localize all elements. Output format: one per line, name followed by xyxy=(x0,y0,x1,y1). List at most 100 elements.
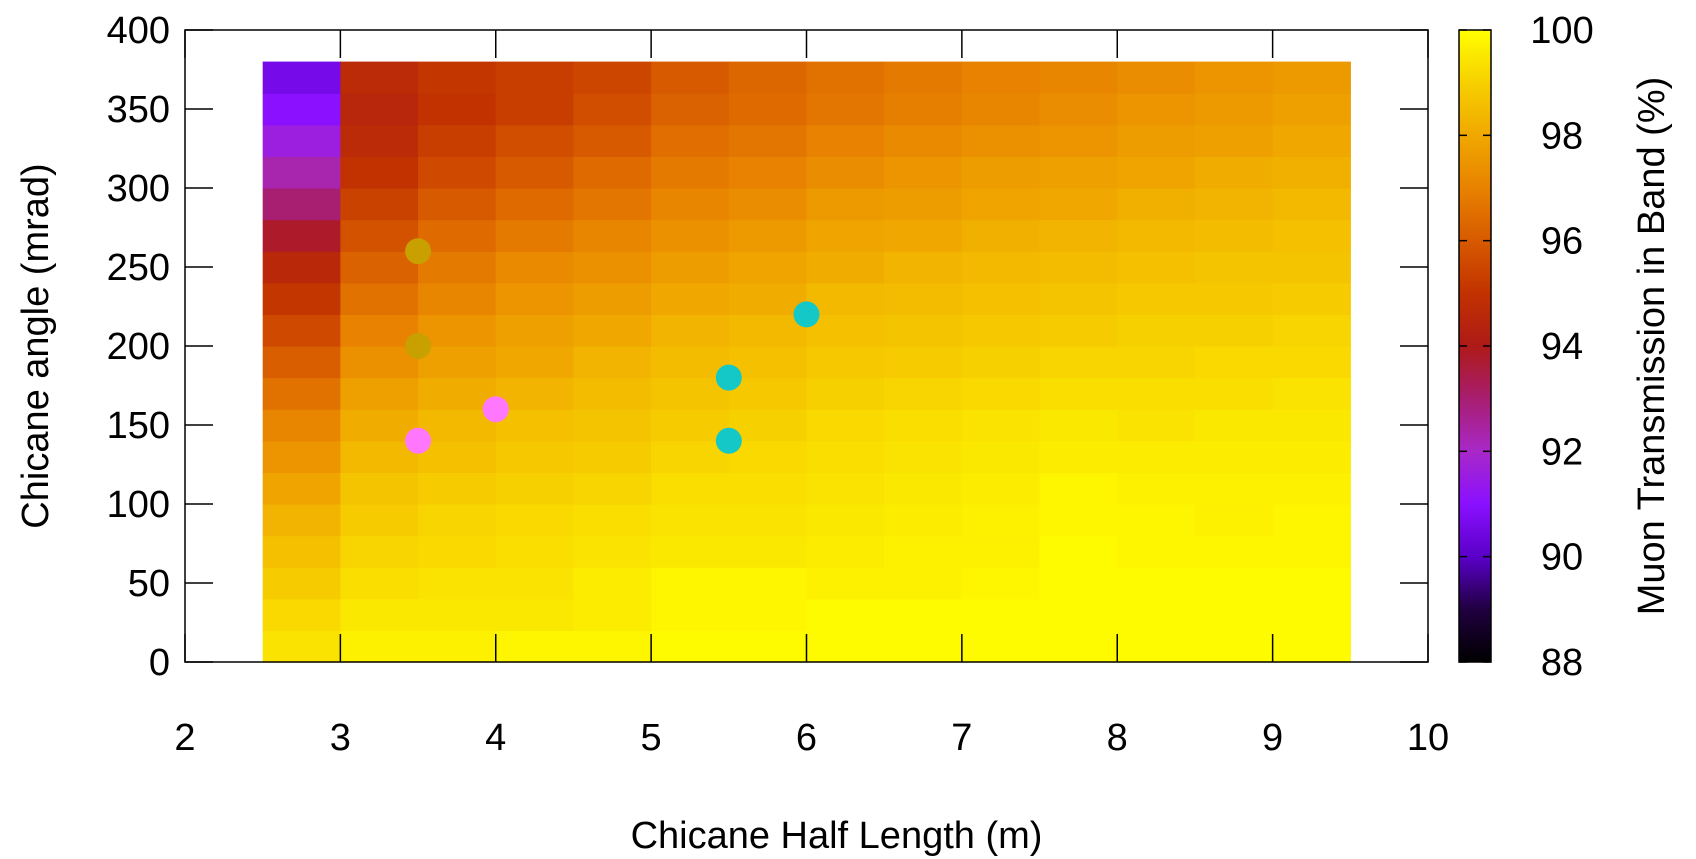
heatmap-cell xyxy=(495,93,575,126)
heatmap-cell xyxy=(961,567,1041,600)
heatmap-cell xyxy=(340,314,419,347)
heatmap-cell xyxy=(884,61,963,94)
heatmap-cell xyxy=(651,346,730,379)
heatmap-cell xyxy=(262,377,341,410)
heatmap-cell xyxy=(1117,598,1196,631)
heatmap-cell xyxy=(1194,93,1274,126)
heatmap-cell xyxy=(495,346,575,379)
heatmap-cell xyxy=(884,598,963,631)
heatmap-cell xyxy=(1272,377,1351,410)
heatmap-cell xyxy=(1039,440,1118,473)
heatmap-cell xyxy=(1117,567,1196,600)
heatmap-cell xyxy=(573,472,652,505)
heatmap-cell xyxy=(1194,124,1274,157)
heatmap-cell xyxy=(1039,188,1118,221)
colorbar-tick-label: 94 xyxy=(1541,326,1583,368)
heatmap-cell xyxy=(806,535,885,568)
heatmap-cell xyxy=(1272,440,1351,473)
heatmap-cell xyxy=(418,409,497,442)
heatmap-cell xyxy=(651,219,730,252)
heatmap-cell xyxy=(961,156,1041,189)
heatmap-cell xyxy=(573,567,652,600)
heatmap-cell xyxy=(1117,282,1196,315)
heatmap-cell xyxy=(340,472,419,505)
heatmap-cell xyxy=(806,472,885,505)
heatmap-cell xyxy=(495,156,575,189)
heatmap-cell xyxy=(340,251,419,284)
x-axis-title: Chicane Half Length (m) xyxy=(631,815,1043,857)
heatmap-cell xyxy=(340,377,419,410)
heatmap-cell xyxy=(651,188,730,221)
heatmap-cell xyxy=(418,314,497,347)
scatter-point xyxy=(405,427,432,454)
heatmap-cell xyxy=(495,598,575,631)
heatmap-cell xyxy=(573,440,652,473)
heatmap-cell xyxy=(1117,377,1196,410)
heatmap-cell xyxy=(1194,440,1274,473)
heatmap-cell xyxy=(418,504,497,537)
x-tick-label: 7 xyxy=(951,717,972,759)
heatmap-cell xyxy=(728,409,808,442)
heatmap-cell xyxy=(573,156,652,189)
heatmap-cell xyxy=(262,440,341,473)
x-tick-label: 9 xyxy=(1262,717,1283,759)
heatmap-cell xyxy=(1194,251,1274,284)
heatmap-cell xyxy=(1117,409,1196,442)
heatmap-cell xyxy=(806,124,885,157)
heatmap-cell xyxy=(418,346,497,379)
heatmap-cell xyxy=(961,377,1041,410)
heatmap-cell xyxy=(1039,504,1118,537)
heatmap-cell xyxy=(806,61,885,94)
heatmap-cell xyxy=(418,630,497,663)
heatmap-cell xyxy=(573,630,652,663)
heatmap-cell xyxy=(1117,472,1196,505)
heatmap-cell xyxy=(1039,314,1118,347)
heatmap-cell xyxy=(1039,409,1118,442)
heatmap-cell xyxy=(961,346,1041,379)
heatmap-cell xyxy=(1272,61,1351,94)
heatmap-cell xyxy=(340,124,419,157)
y-tick-label: 150 xyxy=(107,405,170,447)
heatmap-cell xyxy=(418,219,497,252)
heatmap-cell xyxy=(884,409,963,442)
heatmap-cell xyxy=(495,124,575,157)
heatmap-cell xyxy=(495,567,575,600)
heatmap-cell xyxy=(728,314,808,347)
heatmap-cell xyxy=(1117,93,1196,126)
x-tick-label: 6 xyxy=(796,717,817,759)
heatmap-cell xyxy=(1117,124,1196,157)
colorbar-tick-labels: 88 90 92 94 96 98 100 xyxy=(1530,10,1593,684)
heatmap-cell xyxy=(961,282,1041,315)
heatmap-cell xyxy=(495,282,575,315)
heatmap-cell xyxy=(728,346,808,379)
heatmap-cell xyxy=(262,124,341,157)
heatmap-cell xyxy=(728,535,808,568)
heatmap-cell xyxy=(340,630,419,663)
heatmap-cell xyxy=(961,61,1041,94)
x-tick-label: 8 xyxy=(1107,717,1128,759)
heatmap-cell xyxy=(651,61,730,94)
heatmap-cell xyxy=(728,630,808,663)
heatmap-cell xyxy=(573,504,652,537)
heatmap-cell xyxy=(1117,251,1196,284)
scatter-points xyxy=(405,238,820,454)
heatmap-cell xyxy=(728,567,808,600)
heatmap-cell xyxy=(340,598,419,631)
heatmap-cell xyxy=(961,504,1041,537)
heatmap-cell xyxy=(728,440,808,473)
heatmap-cell xyxy=(495,377,575,410)
heatmap-cell xyxy=(418,282,497,315)
heatmap-cell xyxy=(1039,219,1118,252)
heatmap-cell xyxy=(884,251,963,284)
x-tick-label: 5 xyxy=(641,717,662,759)
heatmap-cell xyxy=(1194,598,1274,631)
heatmap-cell xyxy=(262,472,341,505)
heatmap-cell xyxy=(418,598,497,631)
heatmap-cell xyxy=(1194,346,1274,379)
x-tick-label: 10 xyxy=(1407,717,1449,759)
heatmap-cell xyxy=(1039,124,1118,157)
heatmap-cell xyxy=(651,567,730,600)
heatmap-cell xyxy=(806,598,885,631)
heatmap-cell xyxy=(418,251,497,284)
